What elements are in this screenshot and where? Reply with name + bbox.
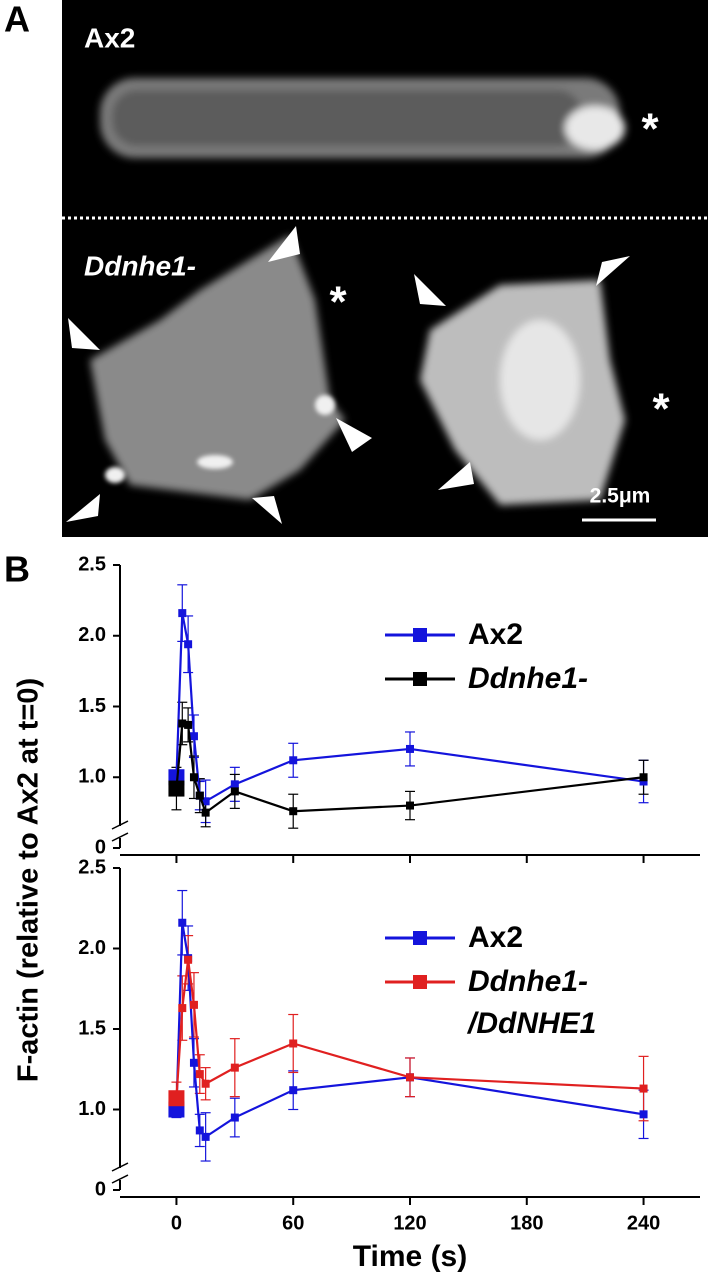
panel-label: B bbox=[4, 549, 30, 590]
marker bbox=[230, 1063, 239, 1072]
legend-marker bbox=[413, 975, 427, 989]
x-tick-label: 120 bbox=[393, 1212, 426, 1234]
marker bbox=[195, 791, 204, 800]
asterisk: * bbox=[641, 105, 659, 154]
marker bbox=[189, 1000, 198, 1009]
marker bbox=[178, 918, 187, 927]
x-tick-label: 240 bbox=[627, 1212, 660, 1234]
marker bbox=[195, 1126, 204, 1135]
y-axis-label: F-actin (relative to Ax2 at t=0) bbox=[13, 678, 45, 1082]
marker bbox=[230, 787, 239, 796]
marker bbox=[289, 1039, 298, 1048]
marker bbox=[289, 807, 298, 816]
marker bbox=[639, 1110, 648, 1119]
marker bbox=[406, 801, 414, 810]
x-axis-label: Time (s) bbox=[353, 1240, 467, 1273]
marker bbox=[184, 720, 193, 729]
y-tick-label: 1.5 bbox=[78, 695, 106, 717]
marker bbox=[189, 773, 198, 782]
marker bbox=[178, 609, 187, 618]
marker bbox=[168, 780, 185, 797]
marker bbox=[184, 640, 193, 649]
x-tick-label: 0 bbox=[171, 1212, 182, 1234]
marker bbox=[406, 1073, 414, 1082]
marker bbox=[195, 1070, 204, 1079]
marker bbox=[201, 1079, 210, 1088]
legend-label: Ax2 bbox=[468, 618, 524, 651]
cell-label: Ddnhe1- bbox=[84, 250, 196, 281]
legend-marker bbox=[413, 672, 427, 686]
marker bbox=[178, 719, 187, 728]
bright-spots bbox=[105, 395, 335, 483]
axis-break bbox=[111, 1174, 129, 1184]
marker bbox=[178, 1004, 187, 1013]
asterisk: * bbox=[329, 278, 347, 327]
y-tick-label: 0 bbox=[95, 836, 106, 858]
arrowheads bbox=[66, 226, 630, 524]
series-line bbox=[175, 959, 644, 1099]
marker bbox=[639, 1084, 648, 1093]
axis-break bbox=[111, 1162, 129, 1172]
cells bbox=[90, 78, 625, 505]
marker bbox=[639, 773, 648, 782]
scale-label: 2.5μm bbox=[590, 485, 651, 508]
marker bbox=[230, 1113, 239, 1122]
y-tick-label: 2.0 bbox=[78, 624, 106, 646]
legend-label: Ax2 bbox=[468, 921, 524, 954]
cell-label: Ax2 bbox=[84, 22, 135, 53]
y-tick-label: 0 bbox=[95, 1178, 106, 1200]
marker bbox=[201, 808, 210, 817]
legend-label: Ddnhe1- /DdNHE1 bbox=[468, 965, 597, 1040]
marker bbox=[639, 777, 648, 786]
marker bbox=[189, 1058, 198, 1067]
legend-marker bbox=[413, 628, 427, 642]
y-tick-label: 1.0 bbox=[78, 766, 106, 788]
x-tick-label: 60 bbox=[282, 1212, 304, 1234]
y-tick-label: 2.0 bbox=[78, 937, 106, 959]
marker bbox=[289, 1086, 298, 1095]
panel-label: A bbox=[4, 0, 30, 40]
marker bbox=[201, 1132, 210, 1141]
legend-marker bbox=[413, 931, 427, 945]
y-tick-label: 1.0 bbox=[78, 1098, 106, 1120]
marker bbox=[406, 744, 414, 753]
marker bbox=[184, 955, 193, 964]
marker bbox=[168, 1090, 185, 1107]
legend-label: Ddnhe1- bbox=[468, 662, 588, 695]
y-tick-label: 2.5 bbox=[78, 553, 106, 575]
marker bbox=[201, 797, 210, 806]
y-tick-label: 1.5 bbox=[78, 1017, 106, 1039]
axis-break bbox=[111, 832, 129, 842]
axis-break bbox=[111, 820, 129, 830]
x-tick-label: 180 bbox=[510, 1212, 543, 1234]
marker bbox=[230, 780, 239, 789]
marker bbox=[189, 732, 198, 741]
asterisk: * bbox=[652, 385, 670, 434]
marker bbox=[289, 756, 298, 765]
y-tick-label: 2.5 bbox=[78, 856, 106, 878]
